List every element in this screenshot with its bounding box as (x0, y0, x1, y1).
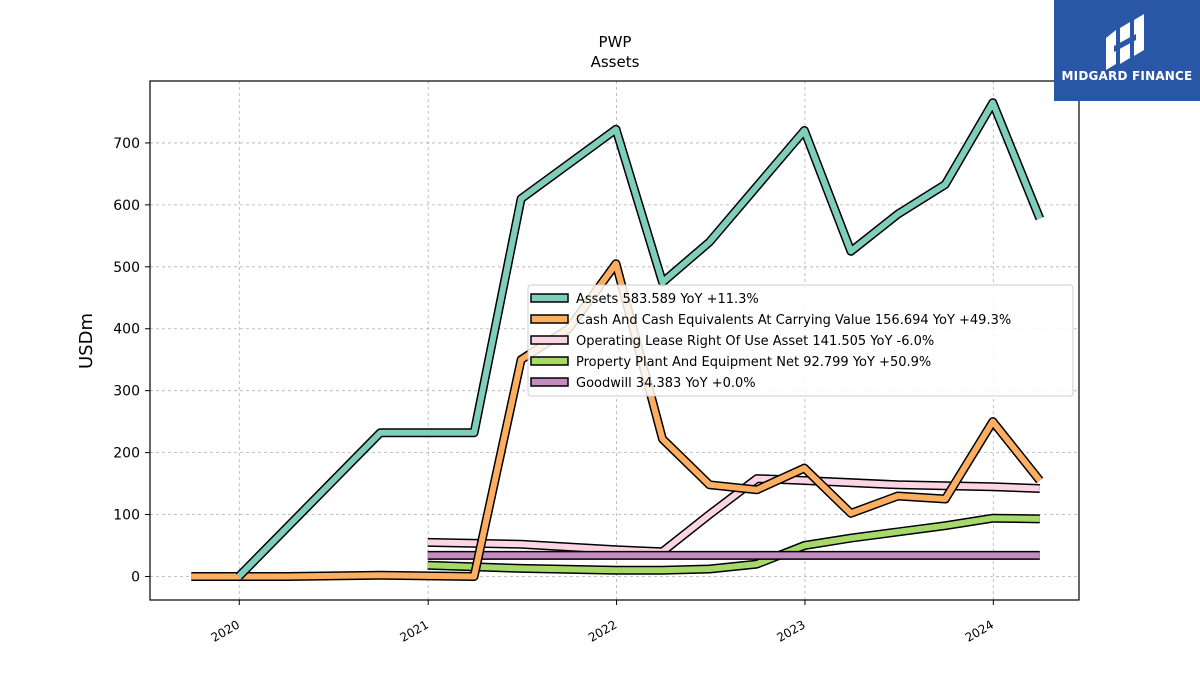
y-tick-label: 700 (113, 136, 140, 152)
y-tick-label: 0 (131, 569, 140, 585)
y-tick-label: 600 (113, 198, 140, 214)
brand-logo: MIDGARD FINANCE (1054, 0, 1200, 101)
legend-entry: Cash And Cash Equivalents At Carrying Va… (576, 313, 1011, 328)
x-tick-label: 2024 (963, 617, 996, 644)
x-tick-label: 2020 (209, 617, 242, 644)
legend-swatch (530, 293, 569, 303)
legend-swatch (530, 356, 569, 366)
series-cash-and-cash-equivalents-at-carrying-value (191, 259, 1044, 581)
y-tick-label: 200 (113, 446, 140, 462)
legend-swatch (530, 335, 569, 345)
y-tick-label: 100 (113, 508, 140, 524)
legend: Assets 583.589 YoY +11.3% Cash And Cash E… (527, 284, 1074, 397)
chart-subtitle: Assets (591, 53, 640, 71)
y-axis-label: USDm (76, 313, 97, 369)
x-tick-label: 2023 (774, 617, 807, 644)
legend-entry: Assets 583.589 YoY +11.3% (576, 292, 759, 307)
series-line (191, 260, 1043, 580)
legend-swatch (530, 314, 569, 324)
legend-entry: Goodwill 34.383 YoY +0.0% (576, 376, 756, 391)
legend-entry: Operating Lease Right Of Use Asset 141.5… (576, 334, 934, 349)
legend-box (527, 284, 1074, 397)
chart-title: PWP (599, 33, 632, 51)
series-layer (191, 98, 1044, 581)
plot-frame (149, 80, 1080, 601)
midgard-finance-logo-icon (1106, 14, 1144, 70)
series-line (427, 475, 1040, 555)
legend-entry: Property Plant And Equipment Net 92.799 … (576, 355, 931, 370)
x-tick-label: 2022 (586, 617, 619, 644)
y-tick-label: 400 (113, 322, 140, 338)
series-operating-lease-right-of-use-asset (427, 474, 1040, 557)
y-tick-label: 300 (113, 384, 140, 400)
y-tick-label: 500 (113, 260, 140, 276)
x-tick-label: 2021 (398, 617, 431, 644)
legend-swatch (530, 377, 569, 387)
series-line (236, 99, 1043, 579)
series-assets (235, 98, 1044, 580)
logo-text: MIDGARD FINANCE (1061, 69, 1193, 83)
